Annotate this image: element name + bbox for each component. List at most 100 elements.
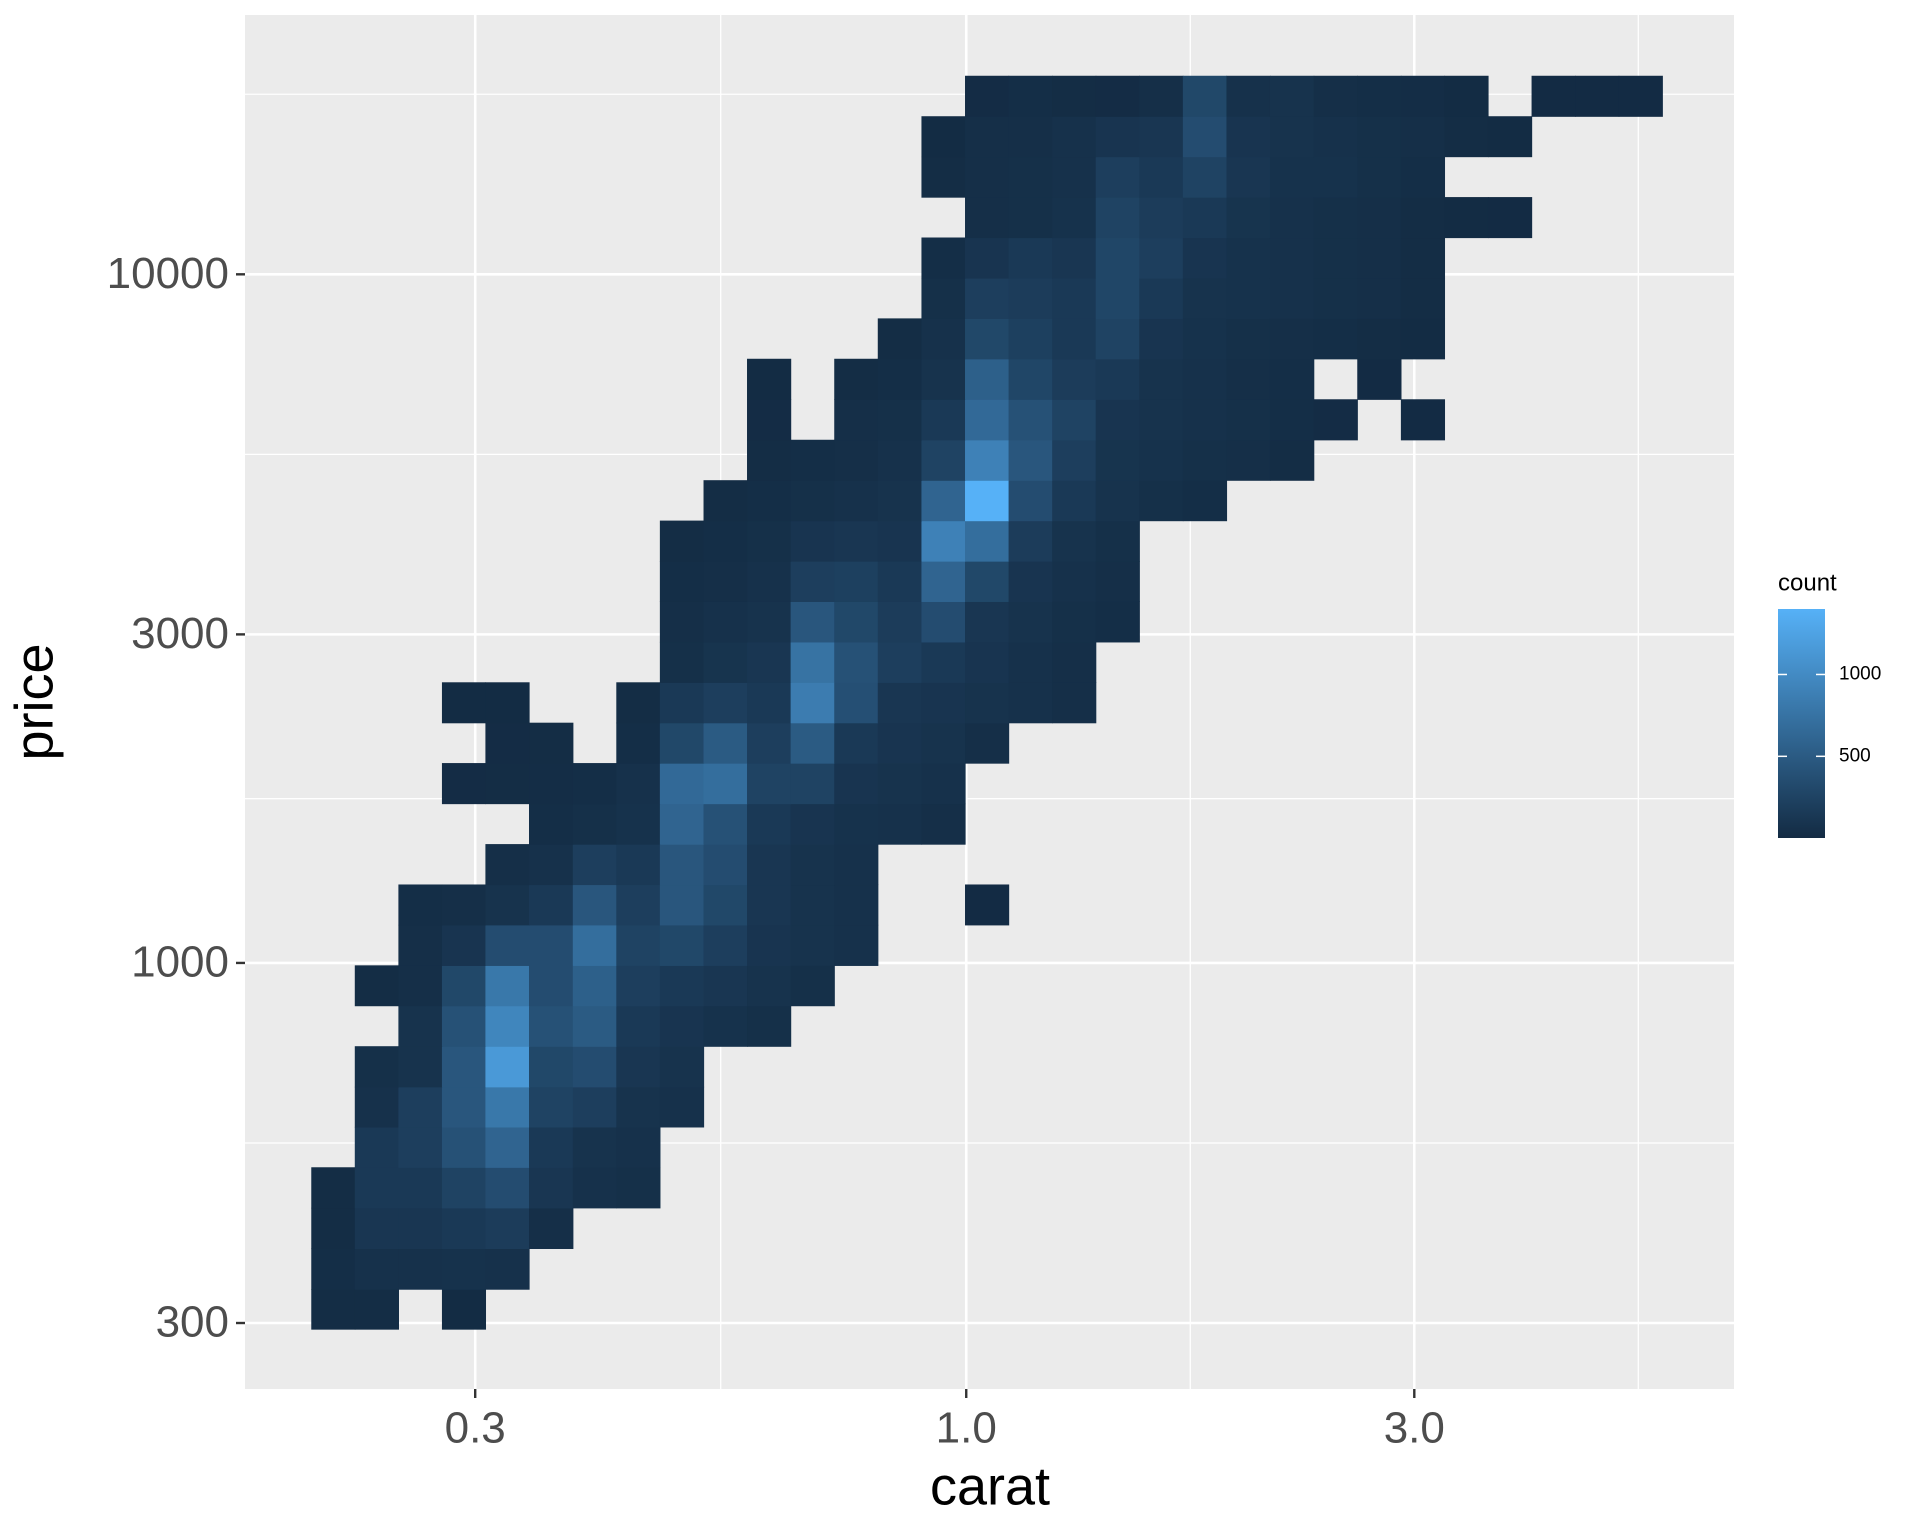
bin-cell [747, 358, 792, 400]
bin-cell [529, 722, 574, 764]
bin-cell [877, 641, 923, 683]
bin-cell [834, 561, 879, 602]
bin-cell [747, 399, 792, 441]
bin-cell [1182, 318, 1228, 360]
bin-cell [1444, 75, 1489, 117]
bin-cell [441, 1005, 487, 1047]
bin-cell [1400, 318, 1446, 360]
bin-cell [1052, 520, 1097, 562]
bin-cell [1269, 399, 1315, 441]
bin-cell [1618, 75, 1663, 117]
bin-cell [485, 1126, 530, 1168]
bin-cell [1226, 197, 1271, 239]
bin-cell [1357, 277, 1402, 319]
bin-cell [485, 763, 530, 805]
bin-cell [747, 965, 792, 1007]
bin-cell [877, 399, 923, 441]
bin-cell [834, 763, 879, 805]
bin-cell [398, 1046, 443, 1088]
bin-cell [747, 1005, 792, 1047]
bin-cell [747, 439, 792, 481]
bin-cell [529, 1207, 574, 1250]
bin-cell [1095, 399, 1140, 441]
bin-cell [1400, 116, 1446, 158]
bin-cell [441, 1086, 487, 1128]
bin-cell [616, 844, 661, 886]
bin-cell [529, 965, 574, 1007]
bin-cell [965, 722, 1010, 764]
bin-cell [529, 763, 574, 805]
bin-cell [1095, 277, 1140, 319]
bin-cell [1052, 480, 1097, 522]
bin-cell [877, 520, 923, 562]
bin-cell [1008, 641, 1053, 683]
bin-cell [790, 803, 835, 845]
bin-cell [1400, 399, 1446, 441]
bin-cell [1052, 561, 1097, 602]
bin-cell [703, 641, 748, 683]
bin-cell [1487, 116, 1533, 158]
bin-cell [877, 480, 923, 522]
y-tick-label: 1000 [131, 938, 229, 987]
bin-cell [1357, 237, 1402, 279]
bin-cell [747, 561, 792, 602]
bin-cell [485, 965, 530, 1007]
bin-cell [1008, 197, 1053, 239]
bin-cell [1226, 75, 1271, 117]
bin-cell [965, 884, 1010, 926]
bin-cell [790, 520, 835, 562]
bin-cell [877, 561, 923, 602]
bin-cell [1269, 277, 1315, 319]
bin-cell [965, 520, 1010, 562]
bin-cell [1008, 561, 1053, 602]
bin-cell [1313, 277, 1358, 319]
bin-cell [398, 965, 443, 1007]
bin-cell [1400, 197, 1446, 239]
bin-cell [965, 682, 1010, 724]
bin-cell [747, 722, 792, 764]
bin-cell [703, 763, 748, 805]
bin-cell [659, 844, 705, 886]
bin-cell [1052, 399, 1097, 441]
bin-cell [529, 884, 574, 926]
bin-cell [529, 924, 574, 966]
bin-cell [441, 1126, 487, 1168]
bin-cell [659, 682, 705, 724]
bin-cell [921, 237, 966, 279]
bin-cell [790, 884, 835, 926]
bin-cell [1313, 237, 1358, 279]
bin-cell [877, 763, 923, 805]
bin-cell [834, 520, 879, 562]
bin-cell [485, 924, 530, 966]
bin-cell [1269, 116, 1315, 158]
bin-cell [1008, 439, 1053, 481]
bin-cell [659, 884, 705, 926]
bin-cell [703, 844, 748, 886]
bin-cell [1400, 75, 1446, 117]
bin-cell [921, 601, 966, 643]
bin-cell [747, 844, 792, 886]
bin-cell [1182, 399, 1228, 441]
bin-cell [485, 1086, 530, 1128]
bin-cell [1400, 156, 1446, 198]
bin-cell [921, 358, 966, 400]
bin-cell [1008, 480, 1053, 522]
bin-cell [1226, 399, 1271, 441]
bin-cell [1139, 399, 1184, 441]
bin-cell [354, 1126, 399, 1168]
bin-cell [616, 1126, 661, 1168]
bin-cell [921, 561, 966, 602]
bin-cell [1357, 156, 1402, 198]
bin-cell [1095, 197, 1140, 239]
bin-cell [790, 601, 835, 643]
bin-cell [1226, 237, 1271, 279]
bin-cell [659, 722, 705, 764]
legend-title: count [1778, 569, 1837, 596]
bin-cell [1182, 197, 1228, 239]
bin-cell [354, 1207, 399, 1250]
bin-cell [354, 1248, 399, 1290]
bin-cell [354, 1289, 399, 1330]
legend: count 500 1000 [1778, 569, 1881, 838]
bin-cell [398, 1126, 443, 1168]
bin-cell [616, 924, 661, 966]
